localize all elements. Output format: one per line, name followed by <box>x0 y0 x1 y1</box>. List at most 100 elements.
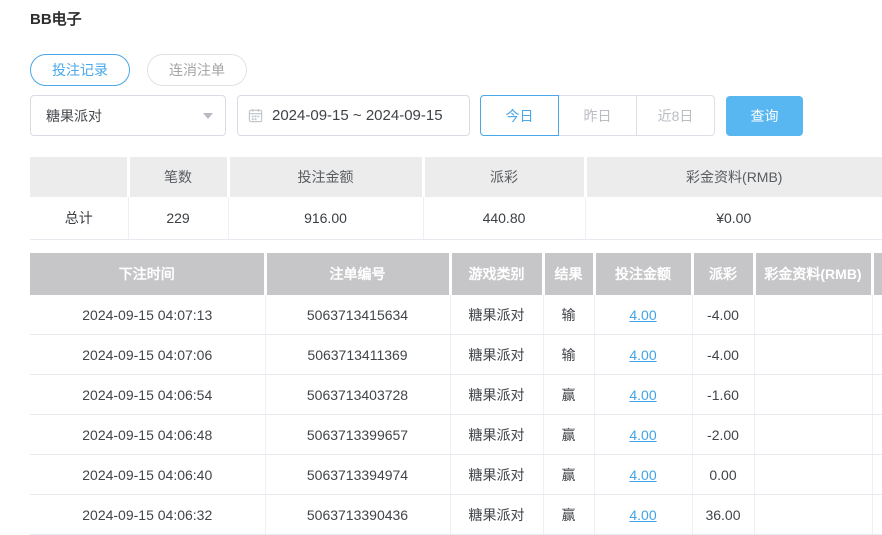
summary-header-cell: 投注金额 <box>228 157 425 197</box>
jackpot-cell <box>754 334 873 375</box>
clipped-cell <box>872 295 882 335</box>
summary-total-cell: 总计 <box>30 197 129 240</box>
bet-cell: 4.00 <box>594 374 693 415</box>
table-row: 2024-09-15 04:07:06 5063713411369 糖果派对输 4.0… <box>30 334 882 375</box>
summary-total-row: 总计 229 916.00 440.80 ¥0.00 <box>30 197 882 240</box>
payout-cell: -2.00 <box>692 414 755 455</box>
summary-header-row: 笔数 投注金额 派彩 彩金资料(RMB) <box>30 157 882 197</box>
quick-button-yesterday[interactable]: 昨日 <box>558 95 637 136</box>
summary-table: 笔数 投注金额 派彩 彩金资料(RMB) 总计 229 916.00 440.80 ¥0.00 <box>30 157 882 240</box>
jackpot-cell <box>754 414 873 455</box>
game-cell: 糖果派对 <box>450 454 544 495</box>
detail-header-cell: 彩金资料(RMB) <box>754 253 874 295</box>
detail-table-body: 2024-09-15 04:07:13 5063713415634 糖果派对输 4.0… <box>30 295 882 535</box>
order-id-cell: 5063713411369 <box>265 334 451 375</box>
tab-cancelled-orders[interactable]: 连消注单 <box>147 54 247 86</box>
bet-amount-link[interactable]: 4.00 <box>629 426 657 443</box>
game-select[interactable]: 糖果派对 <box>30 95 226 136</box>
summary-header-cell: 笔数 <box>128 157 230 197</box>
clipped-cell <box>872 454 882 495</box>
quick-button-today[interactable]: 今日 <box>480 95 559 136</box>
table-row: 2024-09-15 04:06:32 5063713390436 糖果派对赢 4.0… <box>30 494 882 535</box>
result-cell: 赢 <box>543 494 595 535</box>
summary-total-cell: 440.80 <box>423 197 586 240</box>
quick-range-group: 今日 昨日 近8日 <box>480 95 715 136</box>
detail-header-cell: 游戏类别 <box>450 253 545 295</box>
bet-amount-link[interactable]: 4.00 <box>629 386 657 403</box>
table-row: 2024-09-15 04:06:54 5063713403728 糖果派对赢 4.0… <box>30 374 882 415</box>
result-cell: 赢 <box>543 374 595 415</box>
game-cell: 糖果派对 <box>450 334 544 375</box>
tab-bar: 投注记录 连消注单 <box>30 54 882 86</box>
detail-header-cell-clipped <box>872 253 882 295</box>
game-cell: 糖果派对 <box>450 414 544 455</box>
order-id-cell: 5063713415634 <box>265 295 451 335</box>
detail-header-cell: 注单编号 <box>265 253 452 295</box>
tab-betting-records[interactable]: 投注记录 <box>30 54 130 86</box>
bet-amount-link[interactable]: 4.00 <box>629 346 657 363</box>
game-cell: 糖果派对 <box>450 374 544 415</box>
summary-total-cell: 916.00 <box>228 197 424 240</box>
date-range-input[interactable]: 2024-09-15 ~ 2024-09-15 <box>237 95 470 136</box>
bet-amount-link[interactable]: 4.00 <box>629 506 657 523</box>
payout-cell: -4.00 <box>692 295 755 335</box>
summary-header-cell: 派彩 <box>423 157 587 197</box>
bet-cell: 4.00 <box>594 414 693 455</box>
summary-header-cell <box>30 157 130 197</box>
order-id-cell: 5063713394974 <box>265 454 451 495</box>
summary-total-cell: ¥0.00 <box>585 197 882 240</box>
order-id-cell: 5063713390436 <box>265 494 451 535</box>
result-cell: 输 <box>543 334 595 375</box>
clipped-cell <box>872 414 882 455</box>
table-row: 2024-09-15 04:06:48 5063713399657 糖果派对赢 4.0… <box>30 414 882 455</box>
time-cell: 2024-09-15 04:06:48 <box>30 414 266 455</box>
result-cell: 赢 <box>543 414 595 455</box>
table-row: 2024-09-15 04:07:13 5063713415634 糖果派对输 4.0… <box>30 295 882 335</box>
payout-cell: 36.00 <box>692 494 755 535</box>
detail-header-cell: 结果 <box>543 253 596 295</box>
game-cell: 糖果派对 <box>450 295 544 335</box>
bet-cell: 4.00 <box>594 454 693 495</box>
filter-toolbar: 糖果派对 2024-09-15 ~ 2024-09-15 今 <box>30 95 882 136</box>
calendar-icon <box>248 108 263 123</box>
jackpot-cell <box>754 454 873 495</box>
jackpot-cell <box>754 295 873 335</box>
detail-table-clip: 下注时间 注单编号 游戏类别 结果 投注金额 派彩 彩金资料(RMB) 2024-09-15… <box>30 253 882 535</box>
time-cell: 2024-09-15 04:07:06 <box>30 334 266 375</box>
date-range-value: 2024-09-15 ~ 2024-09-15 <box>272 107 443 124</box>
clipped-cell <box>872 334 882 375</box>
time-cell: 2024-09-15 04:06:32 <box>30 494 266 535</box>
clipped-cell <box>872 374 882 415</box>
order-id-cell: 5063713403728 <box>265 374 451 415</box>
detail-header-row: 下注时间 注单编号 游戏类别 结果 投注金额 派彩 彩金资料(RMB) <box>30 253 882 295</box>
clipped-cell <box>872 494 882 535</box>
detail-header-cell: 派彩 <box>692 253 756 295</box>
detail-header-cell: 下注时间 <box>30 253 267 295</box>
time-cell: 2024-09-15 04:06:40 <box>30 454 266 495</box>
jackpot-cell <box>754 374 873 415</box>
payout-cell: -4.00 <box>692 334 755 375</box>
bet-amount-link[interactable]: 4.00 <box>629 306 657 323</box>
summary-total-cell: 229 <box>128 197 229 240</box>
game-select-value: 糖果派对 <box>46 107 102 124</box>
table-row: 2024-09-15 04:06:40 5063713394974 糖果派对赢 4.0… <box>30 454 882 495</box>
bet-cell: 4.00 <box>594 334 693 375</box>
detail-header-cell: 投注金额 <box>594 253 694 295</box>
payout-cell: 0.00 <box>692 454 755 495</box>
bet-cell: 4.00 <box>594 295 693 335</box>
bet-amount-link[interactable]: 4.00 <box>629 466 657 483</box>
bet-cell: 4.00 <box>594 494 693 535</box>
result-cell: 赢 <box>543 454 595 495</box>
order-id-cell: 5063713399657 <box>265 414 451 455</box>
jackpot-cell <box>754 494 873 535</box>
detail-table: 下注时间 注单编号 游戏类别 结果 投注金额 派彩 彩金资料(RMB) 2024-09-15… <box>30 253 882 535</box>
page-title: BB电子 <box>30 11 82 28</box>
summary-header-cell: 彩金资料(RMB) <box>585 157 882 197</box>
chevron-down-icon <box>203 112 213 119</box>
payout-cell: -1.60 <box>692 374 755 415</box>
quick-button-last-8-days[interactable]: 近8日 <box>636 95 715 136</box>
time-cell: 2024-09-15 04:07:13 <box>30 295 266 335</box>
search-button[interactable]: 查询 <box>726 95 803 136</box>
result-cell: 输 <box>543 295 595 335</box>
